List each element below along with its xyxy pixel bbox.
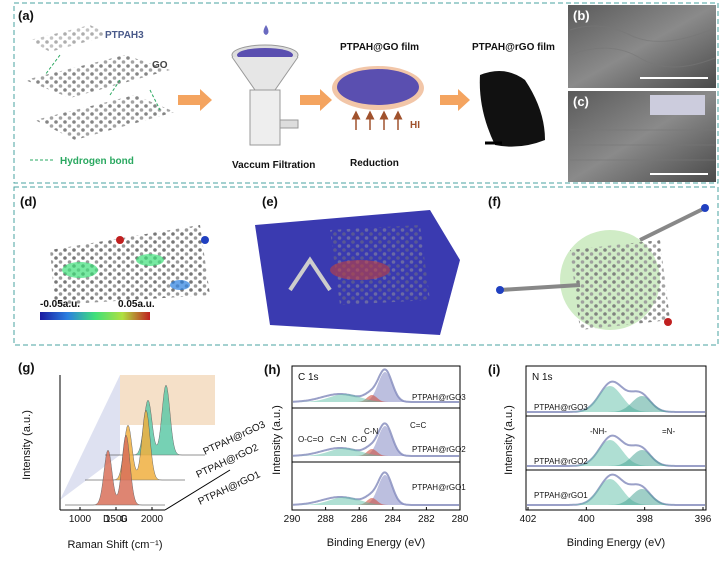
x-tick-label: 398 xyxy=(636,514,653,525)
spectra xyxy=(293,368,459,506)
colorbar-min: -0.05a.u. xyxy=(40,299,80,310)
curve xyxy=(560,386,660,412)
panel-label: (b) xyxy=(573,8,590,23)
structure-e xyxy=(255,210,460,335)
panel-title: C 1s xyxy=(298,372,319,383)
panel-label: (i) xyxy=(488,362,500,377)
depth-axis xyxy=(164,469,231,511)
sem-texture xyxy=(569,25,716,161)
peak-label: C=C xyxy=(410,421,426,430)
x-tick-label: 288 xyxy=(317,514,334,525)
panel-label: (e) xyxy=(262,194,278,209)
colorbar xyxy=(40,312,150,320)
spectra xyxy=(527,380,705,506)
curve xyxy=(600,396,690,412)
reagent-label: HI xyxy=(410,120,420,131)
x-label: Binding Energy (eV) xyxy=(567,537,665,549)
curve xyxy=(600,450,690,466)
molecule-label: PTPAH3 xyxy=(105,30,144,41)
inset xyxy=(650,95,705,115)
peak-label: -NH- xyxy=(590,427,607,436)
curve xyxy=(600,489,690,505)
peak-label: =N- xyxy=(662,427,675,436)
x-tick-label: 1000 xyxy=(69,514,92,525)
x-tick-label: 2000 xyxy=(141,514,164,525)
panel-label: (c) xyxy=(573,94,589,109)
curve xyxy=(105,384,205,456)
panel-frame xyxy=(13,2,719,184)
film xyxy=(337,69,419,105)
curve xyxy=(350,475,420,505)
curve xyxy=(350,426,420,456)
curve xyxy=(560,479,660,505)
peak-label: G xyxy=(120,514,128,525)
x-tick-label: 290 xyxy=(284,514,301,525)
panel-title: N 1s xyxy=(532,372,553,383)
series-label: PTPAH@rGO2 xyxy=(534,457,588,466)
panel-frame xyxy=(13,186,719,346)
series-label: PTPAH@rGO1 xyxy=(534,491,588,500)
x-tick-label: 286 xyxy=(351,514,368,525)
film-label: PTPAH@rGO film xyxy=(472,42,555,53)
step-label: Reduction xyxy=(350,158,399,169)
peak-label: C-O xyxy=(352,435,367,444)
spectra xyxy=(65,384,205,506)
plot-frame xyxy=(525,365,707,511)
y-label: Intensity (a.u.) xyxy=(503,405,515,475)
structure-f xyxy=(496,204,709,330)
curve xyxy=(300,497,380,505)
bond-label: Hydrogen bond xyxy=(60,156,134,167)
curve xyxy=(85,409,185,481)
step-label: Vaccum Filtration xyxy=(232,160,315,171)
x-tick-label: 284 xyxy=(384,514,401,525)
x-tick-label: 396 xyxy=(695,514,712,525)
projection xyxy=(60,375,120,500)
panel-label: (a) xyxy=(18,8,34,23)
x-tick-label: 282 xyxy=(418,514,435,525)
sem-image xyxy=(568,5,716,88)
series-label: PTPAH@rGO2 xyxy=(412,445,466,454)
plot-frame xyxy=(291,365,461,511)
curve xyxy=(293,368,459,403)
sheet-label: GO xyxy=(152,60,168,71)
panel-label: (h) xyxy=(264,362,281,377)
curve xyxy=(300,448,380,456)
y-label: Intensity (a.u.) xyxy=(21,410,33,480)
series-label: PTPAH@rGO3 xyxy=(412,393,466,402)
panel-label: (d) xyxy=(20,194,37,209)
colorbar-max: 0.05a.u. xyxy=(118,299,155,310)
curve xyxy=(350,372,420,402)
y-label: Intensity (a.u.) xyxy=(271,405,283,475)
hi-arrows xyxy=(351,110,403,130)
x-tick-label: 402 xyxy=(520,514,537,525)
x-tick-label: 1500 xyxy=(105,514,128,525)
x-tick-label: 400 xyxy=(578,514,595,525)
series-label: PTPAH@rGO1 xyxy=(412,483,466,492)
peak-label: C=N xyxy=(330,435,346,444)
molecule-illustration xyxy=(25,25,175,140)
arrows xyxy=(178,89,470,111)
peak-label: O-C=O xyxy=(298,435,324,444)
x-tick-label: 280 xyxy=(452,514,469,525)
peak-label: D xyxy=(103,514,110,525)
curve xyxy=(560,440,660,466)
structure-d xyxy=(50,225,210,305)
x-label: Raman Shift (cm⁻¹) xyxy=(67,539,162,551)
curve xyxy=(293,422,459,457)
x-label: Binding Energy (eV) xyxy=(327,537,425,549)
series-label: PTPAH@rGO3 xyxy=(534,403,588,412)
rgo-film xyxy=(479,71,545,147)
curve xyxy=(293,471,459,506)
film-label: PTPAH@GO film xyxy=(340,42,419,53)
peak-label: C-N xyxy=(364,427,378,436)
panel-label: (g) xyxy=(18,360,35,375)
curve xyxy=(65,434,165,506)
curve xyxy=(300,394,380,402)
panel-label: (f) xyxy=(488,194,501,209)
filtration-apparatus xyxy=(231,25,299,146)
